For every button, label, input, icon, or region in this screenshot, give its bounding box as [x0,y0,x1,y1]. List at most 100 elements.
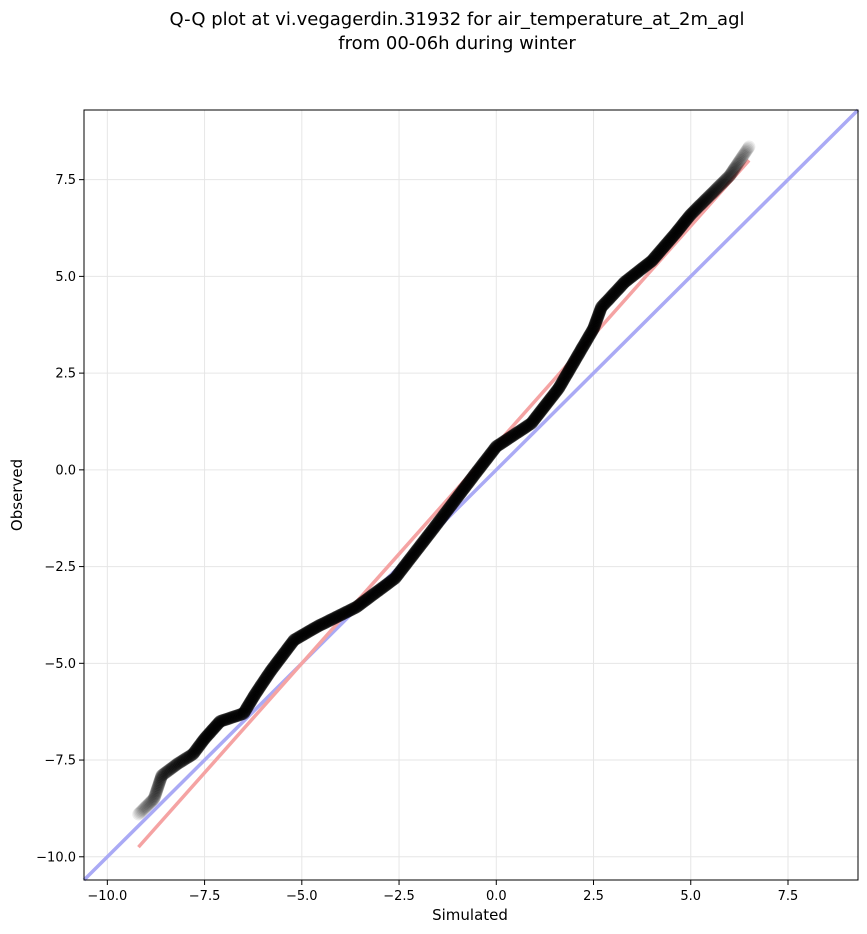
data-point [188,745,202,758]
data-point [172,756,186,770]
data-point [449,493,462,507]
data-point [173,755,187,769]
data-point [455,484,469,498]
x-tick-label: −7.5 [189,889,221,904]
data-point [669,226,683,239]
data-point [251,683,265,697]
data-point [720,172,733,186]
data-point [345,603,359,616]
data-point [516,422,530,436]
data-point [230,709,244,722]
y-tick-label: 7.5 [55,173,76,188]
data-point [438,507,452,521]
data-point [420,530,434,543]
data-point [716,176,730,189]
data-point [419,532,432,546]
data-point [679,214,693,227]
data-point [417,535,430,548]
identity-line [82,108,860,882]
data-point [211,717,225,730]
data-point [403,553,417,566]
data-point [556,375,569,388]
data-point [334,608,347,622]
data-point [594,302,607,316]
data-point [263,666,277,679]
data-point [655,243,668,257]
data-point [506,429,519,443]
data-point [152,777,166,790]
data-point [622,273,635,286]
x-tick-label: 0.0 [486,889,507,904]
data-point [736,149,750,163]
data-point [523,418,537,431]
data-point [615,279,628,293]
data-point [335,608,349,621]
data-point [579,334,593,348]
data-point [279,645,292,658]
data-point [531,408,545,422]
data-point [553,380,566,394]
data-point [697,194,711,208]
plot-frame [83,109,859,881]
data-point [350,600,363,614]
x-tick-label: 5.0 [680,889,701,904]
data-point [485,446,498,460]
data-point [735,151,749,164]
data-point [337,607,350,620]
data-point [700,192,713,206]
data-point [135,804,149,818]
data-point [409,545,422,559]
data-point [711,181,724,195]
data-point [476,457,490,471]
data-point [648,250,662,264]
data-point [451,491,464,504]
data-point [201,729,214,742]
data-point [209,719,223,733]
data-point [136,803,150,817]
data-point [728,161,742,175]
data-point [478,455,491,469]
data-point [386,573,399,587]
data-point [471,464,485,477]
data-point [558,371,572,384]
data-point [454,487,467,500]
data-point [218,713,232,727]
data-point [400,556,414,570]
data-point [459,479,473,493]
data-point [138,801,152,814]
y-tick-label: −2.5 [44,560,76,575]
data-point [332,609,346,623]
data-point [732,155,746,168]
data-point [465,471,479,485]
data-point [239,703,253,716]
data-point [208,720,222,734]
data-point [491,439,504,453]
data-point [542,394,556,408]
grid [84,110,858,880]
data-point [150,784,163,798]
data-point [629,267,643,280]
data-point [237,707,250,720]
data-point [143,796,156,810]
data-point [695,197,709,210]
data-point [206,723,220,736]
data-point [726,164,740,177]
data-point [248,688,262,701]
data-point [588,319,601,332]
data-point [607,287,620,301]
data-point [477,456,490,470]
data-point [636,261,650,275]
data-point [413,540,426,554]
data-point [569,353,582,366]
data-point [511,426,525,439]
data-point [445,498,458,512]
data-point [480,452,493,466]
data-point [220,713,233,726]
data-point [366,588,380,601]
data-point [458,480,472,494]
data-point [273,653,286,666]
data-point [347,602,360,615]
data-point [444,499,457,513]
data-point [276,649,289,662]
data-point [168,759,182,773]
